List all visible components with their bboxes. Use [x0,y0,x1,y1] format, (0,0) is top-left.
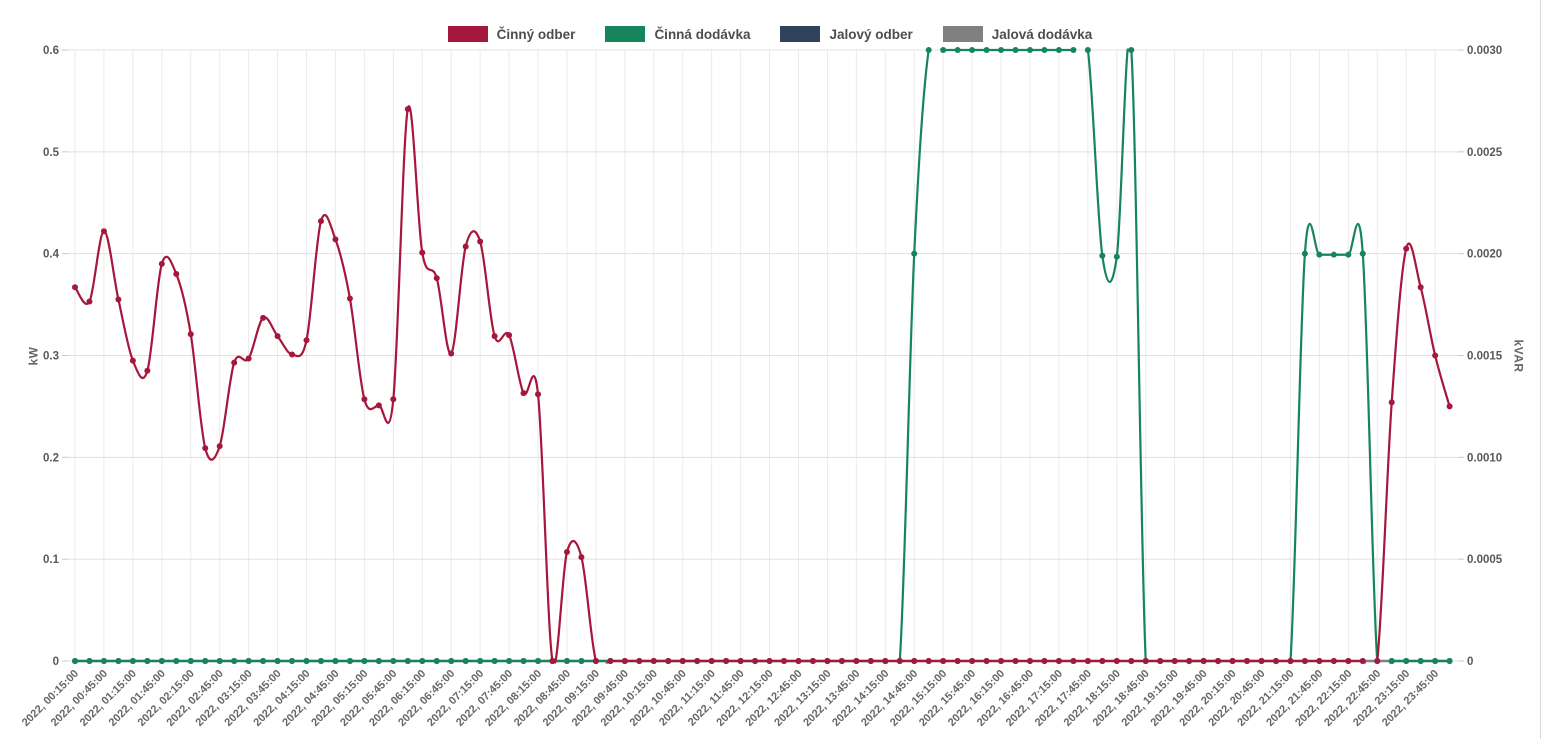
legend-item-jalovy-odber[interactable]: Jalový odber [780,26,913,42]
legend-label-cinny-odber: Činný odber [496,26,576,42]
legend-item-cinna-dodavka[interactable]: Činná dodávka [605,26,750,42]
svg-text:0.2: 0.2 [43,452,59,464]
svg-text:0.0005: 0.0005 [1467,554,1503,566]
legend-label-jalovy-odber: Jalový odber [829,26,913,42]
legend-swatch-cinny-odber [447,26,488,42]
series-1 [72,47,1453,664]
gridlines: 0 0 0.1 0.0005 0.2 0.0010 0.3 0.0015 0.4 0.0020 0.… [43,45,1503,668]
svg-text:0.5: 0.5 [43,147,60,159]
series-0 [72,105,1453,664]
svg-text:0.4: 0.4 [43,249,60,261]
chart-legend: Činný odber Činná dodávka Jalový odber J… [0,26,1540,42]
svg-text:0.1: 0.1 [43,554,60,566]
legend-label-jalova-dodavka: Jalová dodávka [991,26,1093,42]
legend-item-cinny-odber[interactable]: Činný odber [447,26,576,42]
legend-swatch-jalova-dodavka [942,26,983,42]
svg-text:0.0030: 0.0030 [1467,45,1502,57]
svg-text:0: 0 [1467,656,1473,668]
svg-text:0.6: 0.6 [43,45,59,57]
svg-text:0.3: 0.3 [43,351,59,363]
legend-item-jalova-dodavka[interactable]: Jalová dodávka [942,26,1093,42]
svg-text:0.0010: 0.0010 [1467,452,1502,464]
svg-text:0.0015: 0.0015 [1467,351,1503,363]
svg-text:0.0025: 0.0025 [1467,147,1503,159]
legend-swatch-cinna-dodavka [605,26,646,42]
legend-label-cinna-dodavka: Činná dodávka [654,26,751,42]
svg-text:0.0020: 0.0020 [1467,249,1502,261]
legend-swatch-jalovy-odber [780,26,821,42]
svg-text:0: 0 [53,656,59,668]
